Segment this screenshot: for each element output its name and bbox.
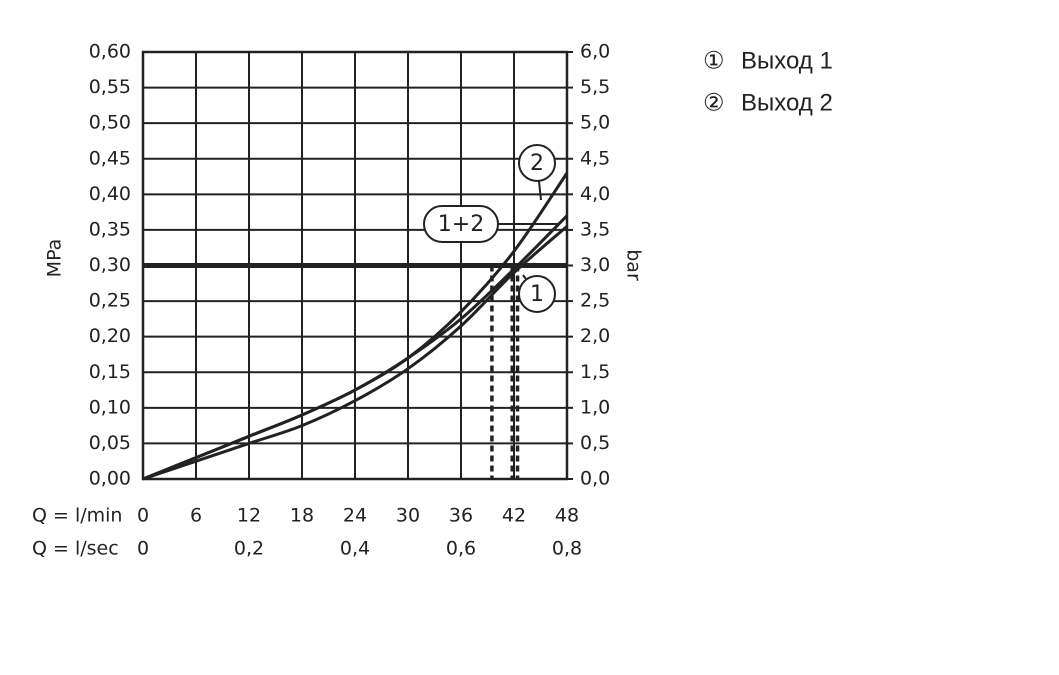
y2-tick-label: 5,5 — [580, 76, 610, 98]
y2-tick-label: 6,0 — [580, 41, 610, 63]
x2-tick-label: 0,4 — [340, 538, 370, 560]
y2-tick-label: 4,5 — [580, 147, 610, 169]
y-tick-label: 0,55 — [89, 76, 131, 98]
y2-tick-label: 5,0 — [580, 112, 610, 134]
callout-box — [518, 275, 556, 313]
callout-label: 1 — [530, 282, 544, 307]
legend-label: Выход 1 — [741, 47, 833, 74]
x2-tick-label: 0,2 — [234, 538, 264, 560]
x-tick-label: 12 — [237, 505, 261, 527]
x2-tick-label: 0,8 — [552, 538, 582, 560]
x-tick-label: 6 — [190, 505, 202, 527]
y-tick-label: 0,25 — [89, 290, 131, 312]
curve — [142, 225, 568, 481]
y2-tick-label: 3,5 — [580, 218, 610, 240]
callout-label: 1+2 — [438, 212, 484, 237]
y2-tick-label: 4,0 — [580, 183, 610, 205]
x-tick-label: 24 — [343, 505, 367, 527]
legend: ① Выход 1 ② Выход 2 — [703, 47, 833, 116]
y-tick-label: 0,10 — [89, 396, 131, 418]
x2-tick-label: 0 — [137, 538, 149, 560]
x2-tick-label: 0,6 — [446, 538, 476, 560]
legend-symbol: ① — [703, 47, 725, 74]
callout-box — [518, 144, 556, 182]
y-tick-label: 0,60 — [89, 41, 131, 63]
y2-axis-title: bar — [623, 249, 645, 281]
x-tick-label: 36 — [449, 505, 473, 527]
x-tick-label: 42 — [502, 505, 526, 527]
y2-tick-label: 0,5 — [580, 432, 610, 454]
legend-symbol: ② — [703, 89, 725, 116]
y-tick-label: 0,40 — [89, 183, 131, 205]
y2-tick-label: 3,0 — [580, 254, 610, 276]
x-tick-label: 48 — [555, 505, 579, 527]
y-tick-label: 0,35 — [89, 218, 131, 240]
y-tick-label: 0,00 — [89, 468, 131, 490]
y2-tick-label: 2,5 — [580, 290, 610, 312]
x-tick-label: 30 — [396, 505, 420, 527]
x-axis-title: Q = l/min — [32, 505, 122, 527]
y2-tick-label: 1,5 — [580, 361, 610, 383]
y-tick-label: 0,15 — [89, 361, 131, 383]
curve — [142, 214, 569, 481]
y2-tick-label: 0,0 — [580, 468, 610, 490]
x-tick-label: 0 — [137, 505, 149, 527]
y2-tick-label: 2,0 — [580, 325, 610, 347]
y-tick-label: 0,05 — [89, 432, 131, 454]
callout-label: 2 — [530, 151, 544, 176]
legend-label: Выход 2 — [741, 89, 833, 116]
y-tick-label: 0,45 — [89, 147, 131, 169]
y-tick-label: 0,50 — [89, 112, 131, 134]
y-axis-title: MPa — [44, 239, 66, 278]
y-tick-label: 0,20 — [89, 325, 131, 347]
callout-box — [423, 205, 499, 243]
x-tick-label: 18 — [290, 505, 314, 527]
y2-tick-label: 1,0 — [580, 396, 610, 418]
x2-axis-title: Q = l/sec — [32, 538, 119, 560]
y-tick-label: 0,30 — [89, 254, 131, 276]
